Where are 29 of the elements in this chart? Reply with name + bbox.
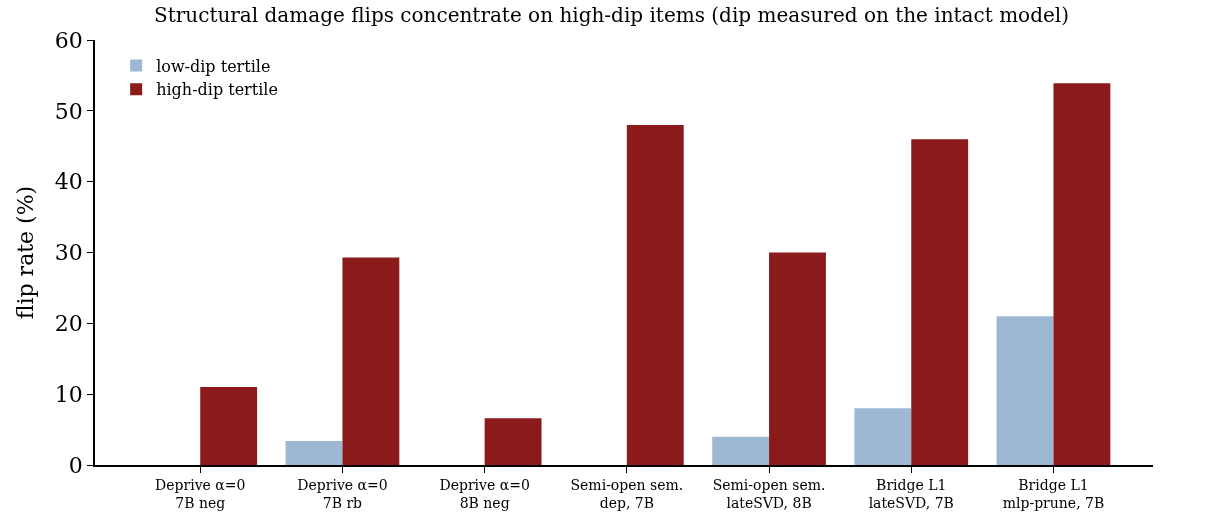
x-tick-label: Bridge L1 mlp-prune, 7B xyxy=(1002,476,1105,511)
y-axis-title: flip rate (%) xyxy=(13,185,39,320)
x-tick-label: Semi-open sem. lateSVD, 8B xyxy=(712,476,826,511)
bar xyxy=(285,440,343,465)
bar xyxy=(996,316,1054,465)
bar xyxy=(769,252,826,465)
x-tick-label: Deprive α=0 7B neg xyxy=(155,476,246,511)
bar xyxy=(1053,83,1111,465)
y-tick-label: 10 xyxy=(54,381,83,407)
legend-label: low-dip tertile xyxy=(156,56,271,76)
bar xyxy=(200,387,258,465)
y-tick-label: 40 xyxy=(54,169,83,195)
y-tick-label: 60 xyxy=(54,27,83,53)
legend-label: high-dip tertile xyxy=(156,80,278,100)
y-tick-label: 0 xyxy=(68,452,83,478)
y-tick-label: 20 xyxy=(54,311,83,337)
x-tick-label: Bridge L1 lateSVD, 7B xyxy=(868,476,954,511)
y-tick-label: 50 xyxy=(54,98,83,124)
bar xyxy=(911,139,969,465)
bar xyxy=(342,257,400,465)
chart-title: Structural damage flips concentrate on high-dip items (dip measured on the intact model) xyxy=(154,2,1069,27)
bar xyxy=(712,436,770,465)
y-tick-label: 30 xyxy=(54,240,83,266)
x-tick-label: Deprive α=0 7B rb xyxy=(297,476,388,511)
x-tick-label: Semi-open sem. dep, 7B xyxy=(570,476,684,511)
x-tick-label: Deprive α=0 8B neg xyxy=(439,476,530,511)
bar xyxy=(854,408,912,465)
bar xyxy=(484,418,542,465)
bar xyxy=(626,125,684,465)
